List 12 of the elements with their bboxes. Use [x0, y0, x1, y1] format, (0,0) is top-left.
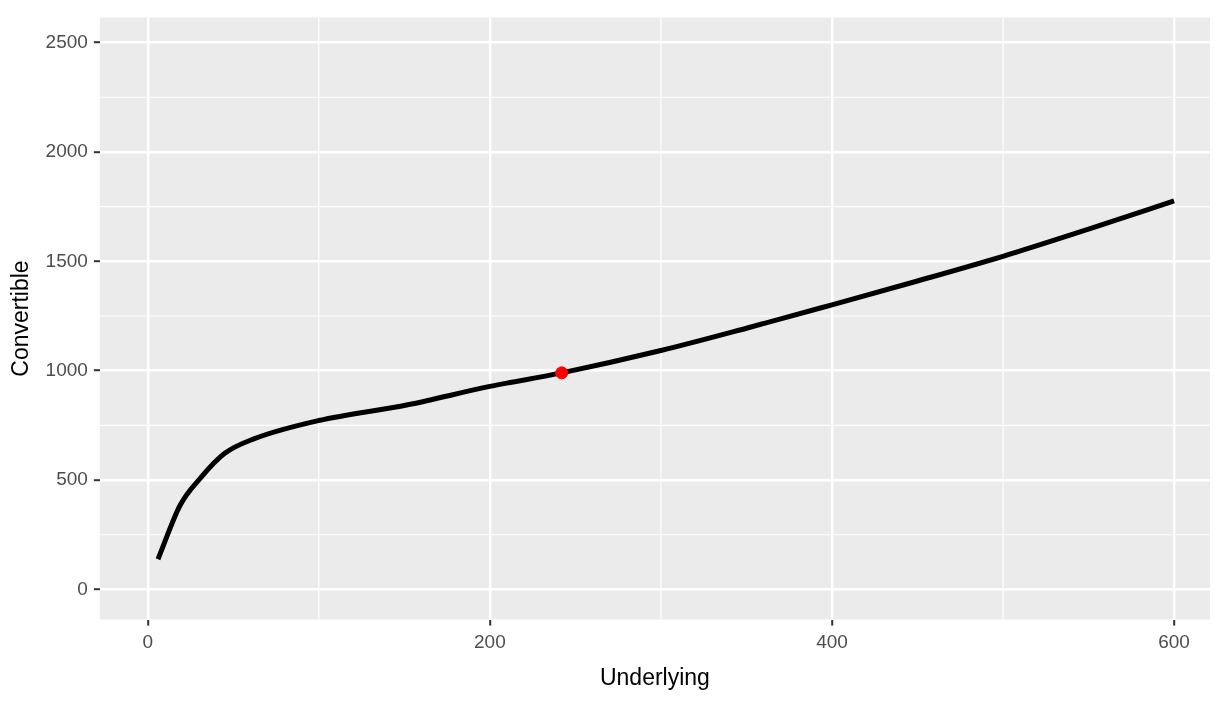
x-tick-label: 600: [1158, 631, 1190, 653]
x-tick-label: 0: [142, 631, 154, 653]
x-tick-label: 400: [816, 631, 848, 653]
y-tick-label: 1000: [45, 358, 88, 380]
y-tick-label: 2500: [45, 30, 88, 52]
y-axis-title: Convertible: [7, 260, 34, 377]
x-tick-label: 200: [474, 631, 506, 653]
y-tick-label: 500: [56, 468, 88, 490]
y-tick-label: 0: [77, 577, 88, 599]
y-tick-label: 2000: [45, 140, 88, 162]
y-tick-label: 1500: [45, 249, 88, 271]
x-axis-title: Underlying: [599, 663, 710, 690]
